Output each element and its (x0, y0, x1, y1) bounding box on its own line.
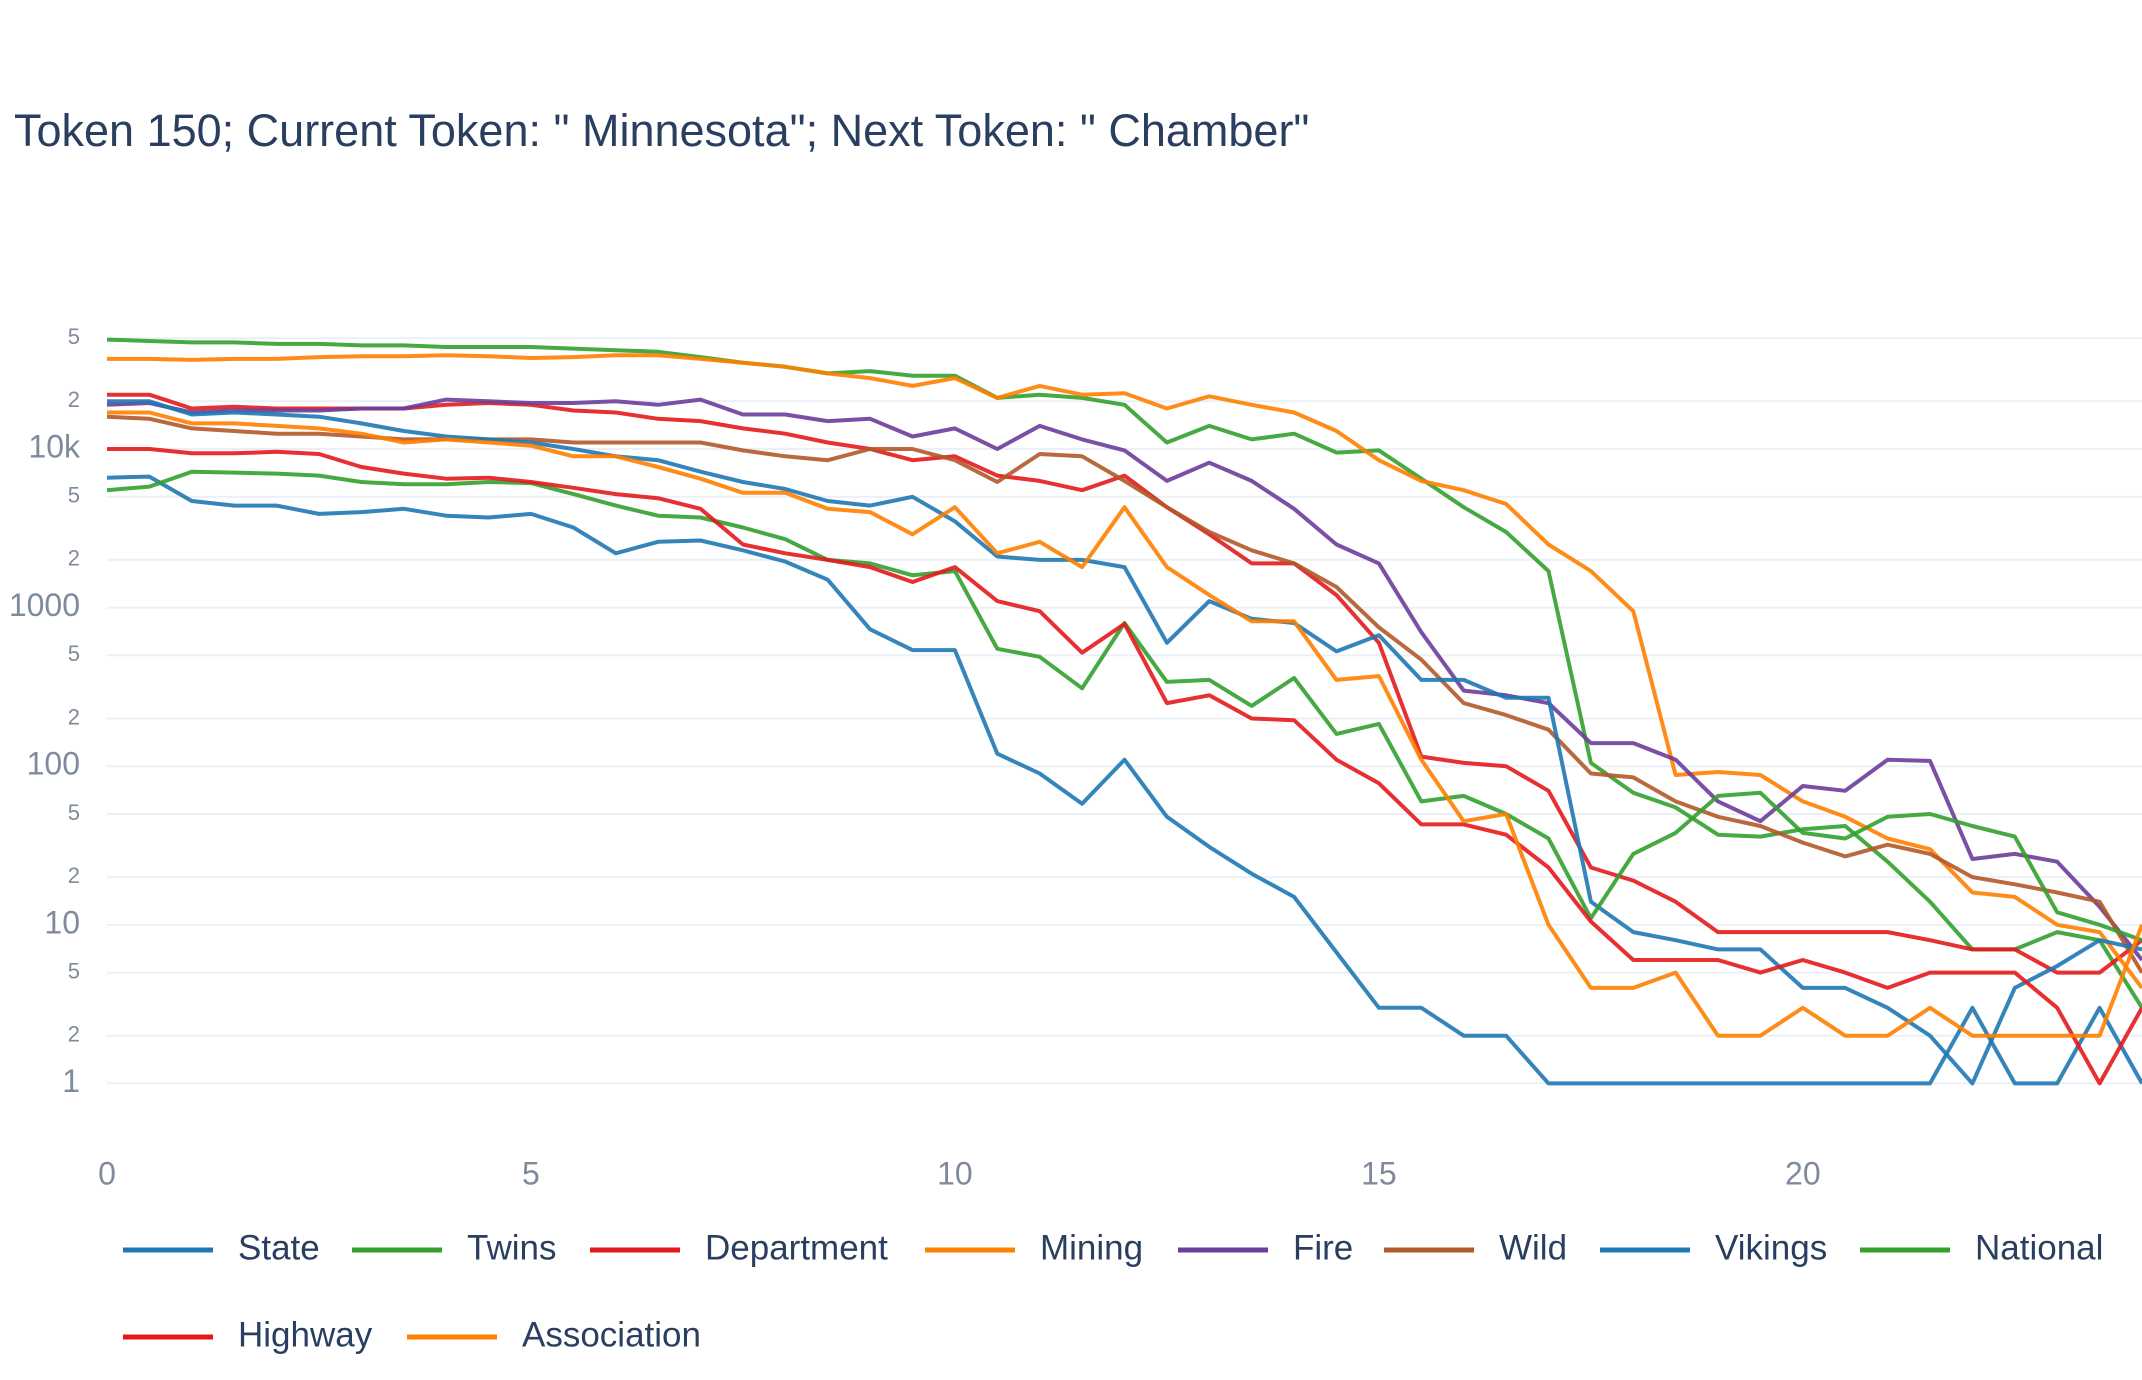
series-line (106, 469, 2142, 943)
series-line (106, 337, 2142, 1009)
series-line (107, 392, 2142, 975)
series-line (106, 474, 2142, 1086)
legend-label: Mining (1040, 1228, 1143, 1267)
series-line (106, 414, 2142, 974)
legend-label: Department (705, 1228, 888, 1267)
legend: State Twins Department Mining Fire Wild Viking… (123, 1228, 2103, 1354)
y-tick-label: 1 (62, 1063, 80, 1099)
series-line (107, 447, 2142, 1086)
series-line (107, 399, 2142, 1086)
y-tick-label: 1000 (9, 587, 80, 623)
y-tick-label: 5 (68, 958, 80, 983)
legend-label: Fire (1293, 1228, 1353, 1267)
y-tick-label: 2 (68, 704, 80, 729)
chart-title: Token 150; Current Token: " Minnesota"; … (14, 105, 1309, 156)
y-tick-label: 100 (27, 746, 80, 782)
legend-label: National (1975, 1228, 2103, 1267)
y-tick-label: 5 (68, 483, 80, 508)
y-tick-label: 10 (44, 904, 80, 940)
x-tick-label: 10 (937, 1155, 973, 1191)
series-line (106, 397, 2142, 962)
x-tick-label: 15 (1361, 1155, 1397, 1191)
y-tick-label: 2 (68, 546, 80, 571)
plot-lines (106, 337, 2142, 1086)
x-tick-label: 5 (522, 1155, 540, 1191)
x-tick-label: 20 (1785, 1155, 1821, 1191)
legend-label: Highway (238, 1315, 373, 1354)
series-line (107, 353, 2142, 990)
legend-label: Association (522, 1315, 701, 1354)
legend-label: Vikings (1715, 1228, 1827, 1267)
y-tick-label: 10k (28, 428, 81, 464)
legend-label: State (238, 1228, 320, 1267)
y-tick-label: 2 (68, 1022, 80, 1047)
axes: 1 2 5 10 2 5 100 2 5 1000 2 5 10k 2 5 0 5 10 15 20 (9, 324, 1821, 1191)
legend-label: Twins (467, 1228, 556, 1267)
y-tick-label: 2 (68, 863, 80, 888)
y-tick-label: 2 (68, 387, 80, 412)
x-tick-label: 0 (98, 1155, 116, 1191)
series-line (107, 410, 2142, 1038)
y-tick-label: 5 (68, 324, 80, 349)
legend-label: Wild (1499, 1228, 1567, 1267)
y-tick-label: 5 (68, 800, 80, 825)
y-tick-label: 5 (68, 641, 80, 666)
